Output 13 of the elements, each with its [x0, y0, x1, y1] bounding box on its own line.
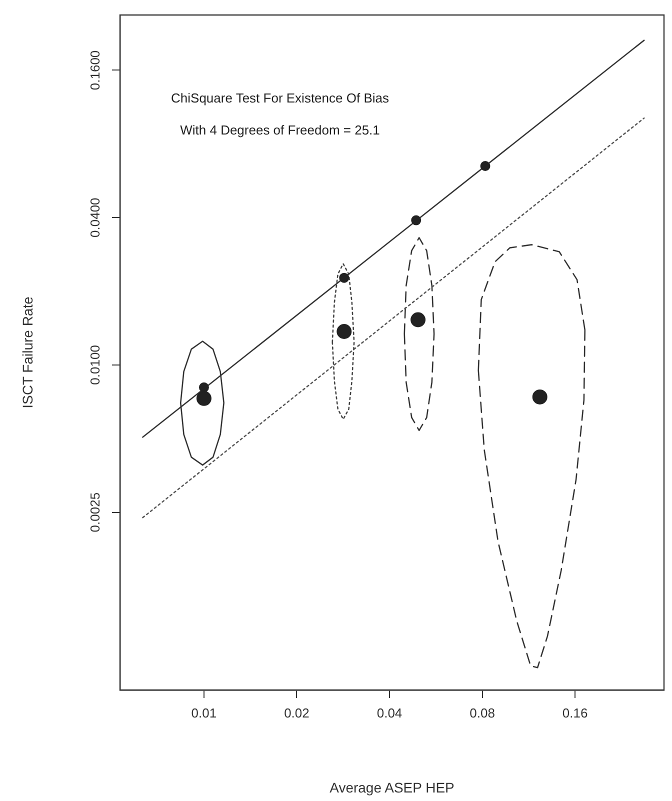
y-tick-label: 0.0400: [88, 198, 103, 238]
annotation: With 4 Degrees of Freedom = 25.1: [180, 122, 380, 138]
x-tick-label: 0.04: [376, 705, 402, 720]
x-tick-label: 0.16: [562, 705, 588, 720]
y-tick-label: 0.0100: [88, 345, 103, 385]
x-tick-label: 0.02: [284, 705, 310, 720]
x-axis-title: Average ASEP HEP: [330, 779, 454, 796]
y-axis-title: ISCT Failure Rate: [19, 296, 36, 408]
x-tick-label: 0.01: [191, 705, 217, 720]
y-tick-label: 0.0025: [88, 492, 103, 532]
y-tick-label: 0.1600: [88, 50, 103, 90]
annotation: ChiSquare Test For Existence Of Bias: [171, 90, 390, 106]
x-tick-label: 0.08: [470, 705, 495, 720]
